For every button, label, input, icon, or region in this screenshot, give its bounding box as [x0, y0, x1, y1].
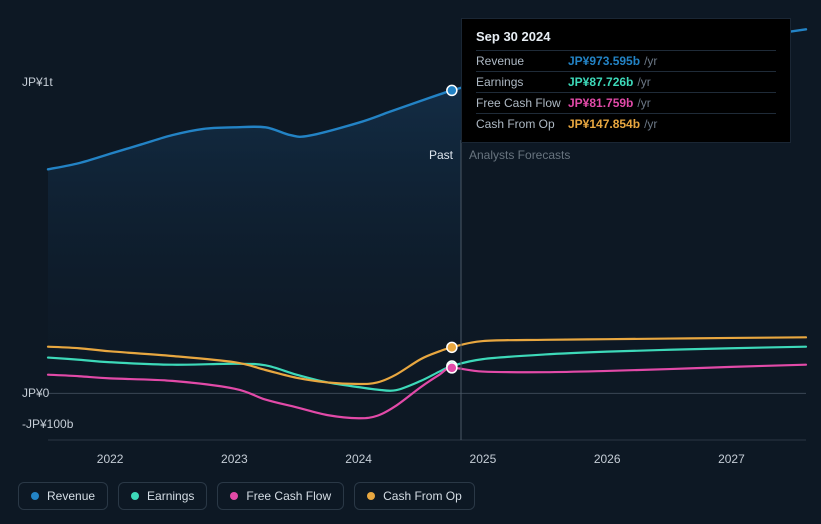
legend-item-label: Cash From Op [383, 489, 462, 503]
legend: Revenue Earnings Free Cash Flow Cash From O… [18, 482, 475, 510]
past-label: Past [429, 148, 453, 162]
x-axis-label: 2024 [345, 452, 372, 466]
tooltip-row-suffix: /yr [637, 75, 650, 89]
tooltip-row-value: JP¥973.595b [568, 54, 640, 68]
tooltip-row-label: Free Cash Flow [476, 96, 568, 110]
tooltip-row-value: JP¥87.726b [568, 75, 633, 89]
chart-tooltip: Sep 30 2024 RevenueJP¥973.595b/yrEarning… [461, 18, 791, 143]
legend-item-label: Free Cash Flow [246, 489, 331, 503]
x-axis-label: 2025 [470, 452, 497, 466]
legend-dot-icon [230, 492, 238, 500]
legend-dot-icon [367, 492, 375, 500]
x-axis-label: 2026 [594, 452, 621, 466]
tooltip-row: RevenueJP¥973.595b/yr [476, 50, 776, 71]
x-axis-label: 2023 [221, 452, 248, 466]
legend-item-fcf[interactable]: Free Cash Flow [217, 482, 344, 510]
forecast-label: Analysts Forecasts [469, 148, 570, 162]
y-axis-label: JP¥1t [22, 75, 53, 89]
tooltip-row-suffix: /yr [644, 54, 657, 68]
tooltip-row-suffix: /yr [637, 96, 650, 110]
tooltip-row-suffix: /yr [644, 117, 657, 131]
legend-item-label: Earnings [147, 489, 194, 503]
legend-item-revenue[interactable]: Revenue [18, 482, 108, 510]
legend-item-earnings[interactable]: Earnings [118, 482, 207, 510]
tooltip-row-label: Earnings [476, 75, 568, 89]
y-axis-label: -JP¥100b [22, 417, 73, 431]
tooltip-row-label: Cash From Op [476, 117, 568, 131]
tooltip-row: Cash From OpJP¥147.854b/yr [476, 113, 776, 134]
tooltip-title: Sep 30 2024 [476, 29, 776, 44]
tooltip-row: Free Cash FlowJP¥81.759b/yr [476, 92, 776, 113]
x-axis-label: 2022 [97, 452, 124, 466]
y-axis-label: JP¥0 [22, 386, 49, 400]
legend-dot-icon [31, 492, 39, 500]
tooltip-row-label: Revenue [476, 54, 568, 68]
legend-dot-icon [131, 492, 139, 500]
legend-item-cfo[interactable]: Cash From Op [354, 482, 475, 510]
legend-item-label: Revenue [47, 489, 95, 503]
x-axis-label: 2027 [718, 452, 745, 466]
tooltip-row-value: JP¥81.759b [568, 96, 633, 110]
tooltip-row-value: JP¥147.854b [568, 117, 640, 131]
tooltip-row: EarningsJP¥87.726b/yr [476, 71, 776, 92]
